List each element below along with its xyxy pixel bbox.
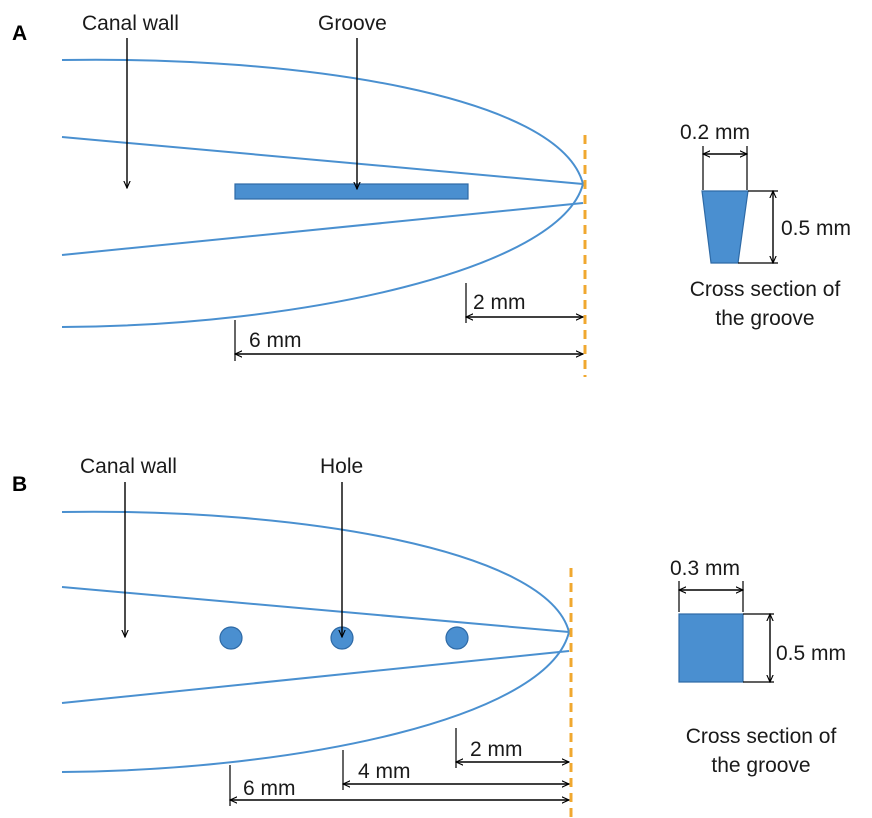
groove-shape <box>234 183 469 200</box>
canal-lower-inner-wall <box>61 202 584 256</box>
groove-cross-section: 0.2 mm 0.5 mm Cross section of the groov… <box>680 121 851 330</box>
panel-a: A Canal wall Groove 2 mm 6 mm 0.2 mm <box>12 12 851 377</box>
cross-caption-line1: Cross section of <box>690 278 841 301</box>
groove-label: Groove <box>318 12 387 35</box>
cross-width-label: 0.3 mm <box>670 557 740 580</box>
canal-outer-wall <box>61 510 571 773</box>
panel-b: B Canal wall Hole 2 mm 4 mm 6 mm 0.3 mm <box>12 455 846 818</box>
canal-lower-inner-wall <box>61 650 570 704</box>
cross-width-label: 0.2 mm <box>680 121 750 144</box>
dim-6mm-label: 6 mm <box>249 329 302 352</box>
dim-6mm-label: 6 mm <box>243 777 296 800</box>
panel-a-tag: A <box>12 22 27 45</box>
hole-marker-1 <box>219 626 243 650</box>
cross-caption-line2: the groove <box>715 307 814 330</box>
canal-wall-label: Canal wall <box>80 455 177 478</box>
cross-caption-line1: Cross section of <box>686 725 837 748</box>
canal-upper-inner-wall <box>61 136 584 185</box>
cross-caption-line2: the groove <box>711 754 810 777</box>
groove-square <box>678 613 744 683</box>
cross-depth-label: 0.5 mm <box>781 217 851 240</box>
groove-cross-section: 0.3 mm 0.5 mm Cross section of the groov… <box>670 557 846 777</box>
canal-upper-inner-wall <box>61 586 570 633</box>
dim-4mm-label: 4 mm <box>358 760 411 783</box>
canal-wall-label: Canal wall <box>82 12 179 35</box>
dim-2mm-label: 2 mm <box>473 291 526 314</box>
hole-label: Hole <box>320 455 363 478</box>
panel-b-tag: B <box>12 473 27 496</box>
cross-depth-label: 0.5 mm <box>776 642 846 665</box>
hole-marker-3 <box>445 626 469 650</box>
groove-trapezoid <box>701 190 749 264</box>
dim-2mm-label: 2 mm <box>470 738 523 761</box>
